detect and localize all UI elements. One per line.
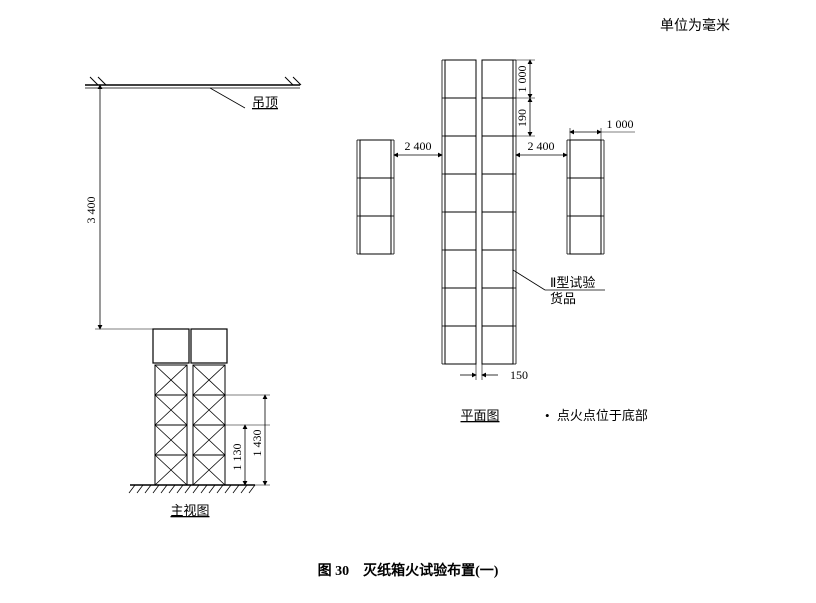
diagram-svg: 单位为毫米 吊顶 [0, 0, 816, 603]
dim-1000-top-text: 1 000 [515, 66, 529, 93]
note-dot: • [545, 408, 550, 423]
note-text: 点火点位于底部 [557, 408, 648, 423]
dim-1000-right: 1 000 [570, 117, 635, 140]
annotation-line1: 型试验 [556, 275, 595, 290]
annotation-goods: Ⅱ型试验 货品 [513, 270, 605, 306]
front-view-label: 主视图 [170, 503, 209, 518]
dim-2400-left: 2 400 [394, 139, 442, 155]
ceiling-label: 吊顶 [252, 95, 278, 110]
dim-3400: 3 400 [84, 85, 153, 329]
dim-2400-left-text: 2 400 [405, 139, 432, 153]
dim-1430-text: 1 430 [250, 430, 264, 457]
dim-2400-right-text: 2 400 [528, 139, 555, 153]
dim-2400-right: 2 400 [516, 139, 567, 155]
dim-1000-right-text: 1 000 [607, 117, 634, 131]
figure-caption: 图 30 灭纸箱火试验布置(一) [318, 562, 499, 579]
dim-1130-text: 1 130 [230, 444, 244, 471]
annotation-line2: 货品 [550, 291, 576, 306]
svg-text:Ⅱ型试验: Ⅱ型试验 [550, 275, 595, 290]
center-columns [442, 60, 516, 364]
plan-view: 2 400 2 400 1 000 190 1 000 [357, 60, 648, 423]
dim-1000-top: 1 000 [513, 60, 535, 98]
dim-150: 150 [460, 364, 528, 382]
unit-label: 单位为毫米 [660, 17, 730, 34]
right-side-stack [567, 140, 604, 254]
dim-190-text: 190 [515, 109, 529, 127]
dim-150-text: 150 [510, 368, 528, 382]
front-stack [153, 329, 227, 485]
plan-view-label: 平面图 [460, 408, 499, 423]
dim-1130-1430: 1 130 1 430 [225, 395, 270, 485]
left-side-stack [357, 140, 394, 254]
front-view: 吊顶 [84, 77, 301, 518]
dim-3400-text: 3 400 [84, 197, 98, 224]
ignition-note: • 点火点位于底部 [545, 408, 648, 423]
